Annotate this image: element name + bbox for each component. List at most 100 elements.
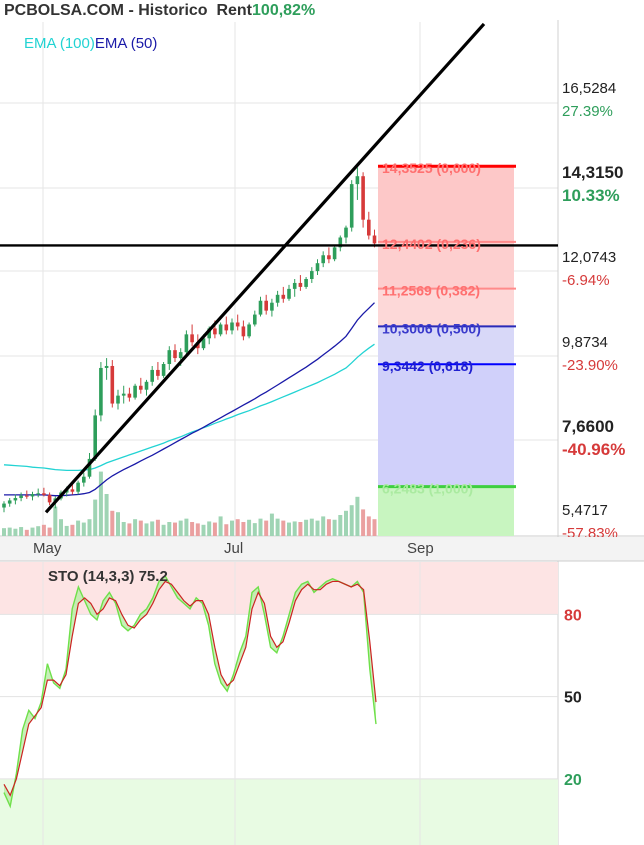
volume-bar	[372, 519, 377, 536]
candle	[310, 267, 314, 283]
section-name: Historico	[138, 2, 208, 19]
candle-body	[42, 493, 46, 495]
volume-bar	[338, 515, 343, 536]
candle	[127, 387, 132, 402]
candle	[133, 383, 137, 400]
candle-body	[253, 314, 257, 325]
site-name[interactable]: PCBOLSA.COM	[4, 2, 124, 19]
candle-body	[13, 498, 18, 501]
overbought-zone	[0, 562, 558, 615]
candle	[292, 279, 297, 297]
candle	[82, 472, 86, 487]
candle	[30, 491, 35, 501]
volume-bar	[361, 509, 366, 536]
volume-bar	[53, 506, 58, 536]
candle-body	[2, 503, 6, 508]
candle-body	[139, 385, 143, 390]
fib-label: 12,4402 (0,236)	[382, 236, 481, 252]
candle	[184, 330, 189, 355]
volume-bar	[104, 494, 109, 536]
candle-body	[275, 294, 280, 303]
candle	[104, 358, 109, 380]
fib-label: 11,2569 (0,382)	[382, 283, 480, 299]
volume-bar	[190, 522, 195, 536]
candle-body	[292, 282, 297, 289]
volume-bar	[224, 524, 229, 536]
price-level-pct: -6.94%	[562, 272, 610, 289]
candle	[150, 365, 154, 386]
candle-body	[87, 458, 92, 477]
candle	[116, 389, 120, 410]
candle-body	[349, 184, 354, 228]
month-tick-label: Jul	[224, 540, 243, 557]
candle	[264, 294, 268, 315]
candle	[241, 320, 246, 341]
volume-bar	[366, 516, 371, 536]
candle-body	[241, 326, 246, 337]
candle	[253, 310, 257, 327]
candle-body	[167, 350, 172, 365]
volume-bar	[281, 520, 286, 536]
month-axis-bg	[0, 537, 644, 561]
price-level-pct: -40.96%	[562, 440, 625, 459]
candle-body	[99, 367, 103, 416]
volume-bar	[81, 522, 86, 536]
price-level-label: 12,0743	[562, 249, 616, 266]
candle	[247, 322, 251, 339]
candle-body	[207, 328, 211, 339]
candle-body	[224, 324, 229, 331]
candle-body	[344, 227, 348, 238]
volume-bar	[178, 520, 183, 536]
volume-bar	[230, 520, 234, 536]
volume-bar	[167, 522, 172, 536]
candle	[304, 277, 308, 289]
volume-bar	[207, 521, 212, 536]
volume-bar	[41, 524, 46, 536]
volume-bar	[70, 524, 75, 536]
volume-bar	[195, 523, 200, 536]
price-grid	[0, 22, 558, 536]
fib-zone	[378, 288, 514, 327]
candle-body	[264, 300, 268, 311]
fib-zone	[378, 364, 514, 487]
sto-tick-label: 50	[564, 690, 582, 707]
candle	[2, 501, 6, 513]
volume-bar	[326, 519, 331, 536]
volume-bar	[93, 499, 98, 536]
candle-body	[110, 365, 115, 404]
volume-bar	[59, 519, 63, 536]
candle-body	[184, 334, 189, 353]
volume-bar	[116, 512, 120, 536]
volume-bar	[247, 519, 252, 536]
legend-ema-50: EMA (50)	[94, 35, 158, 52]
volume-bar	[332, 519, 337, 536]
candle	[298, 275, 303, 291]
candle-body	[361, 176, 365, 220]
volume-bar	[315, 520, 320, 536]
candle	[355, 167, 360, 200]
candle	[144, 379, 149, 396]
ema-legend: EMA (100)EMA (50)	[24, 35, 157, 52]
candle-body	[178, 352, 183, 359]
price-level-pct: 10.33%	[562, 186, 620, 205]
volume-bar	[30, 527, 35, 536]
candle-body	[270, 302, 274, 311]
fib-label: 9,3442 (0,618)	[382, 358, 473, 374]
month-tick-label: May	[33, 540, 62, 557]
candle	[19, 492, 23, 502]
candle	[235, 314, 240, 331]
candle	[173, 344, 177, 363]
candle-body	[372, 235, 377, 244]
candle-body	[258, 300, 263, 315]
candle	[7, 498, 12, 507]
volume-bar	[264, 520, 269, 536]
candle-body	[338, 237, 343, 248]
candle	[93, 409, 97, 461]
candle-body	[235, 322, 240, 327]
fib-label: 14,3525 (0,000)	[382, 160, 481, 176]
candle-body	[201, 338, 206, 349]
price-level-label: 9,8734	[562, 334, 608, 351]
volume-bar	[121, 522, 126, 536]
chart-header: PCBOLSA.COM - Historico Rent100,82%	[4, 2, 315, 20]
